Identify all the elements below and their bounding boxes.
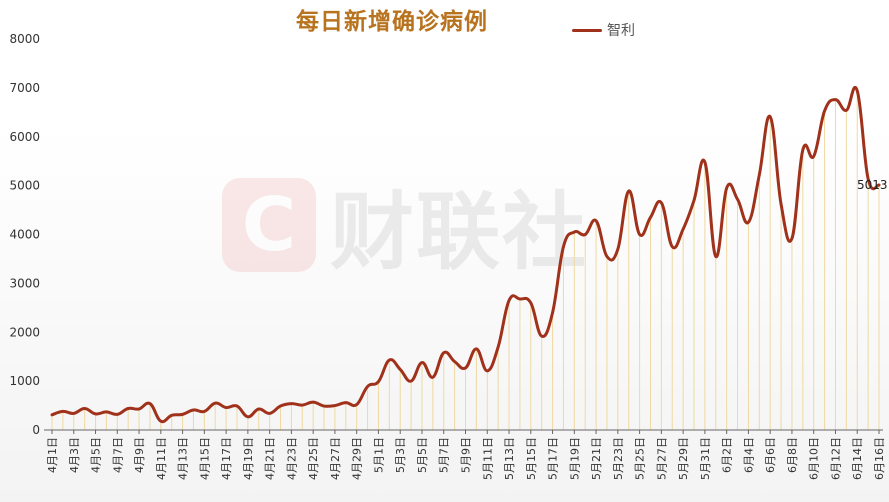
x-tick-label: 5月9日 xyxy=(460,437,473,473)
x-tick-label: 5月13日 xyxy=(503,437,516,480)
x-tick-label: 6月6日 xyxy=(764,437,777,473)
x-tick-label: 4月13日 xyxy=(177,437,190,480)
x-tick-label: 4月3日 xyxy=(68,437,81,473)
y-tick-label: 1000 xyxy=(9,374,40,388)
x-tick-label: 4月25日 xyxy=(307,437,320,480)
data-labels: 5013 xyxy=(857,178,888,192)
x-tick-label: 6月2日 xyxy=(721,437,734,473)
x-tick-label: 4月9日 xyxy=(133,437,146,473)
y-tick-label: 6000 xyxy=(9,130,40,144)
y-tick-label: 3000 xyxy=(9,276,40,290)
x-tick-label: 6月8日 xyxy=(786,437,799,473)
x-tick-label: 6月4日 xyxy=(742,437,755,473)
x-tick-label: 5月31日 xyxy=(699,437,712,480)
x-tick-label: 5月21日 xyxy=(590,437,603,480)
x-tick-label: 6月10日 xyxy=(808,437,821,480)
y-tick-label: 8000 xyxy=(9,32,40,46)
x-tick-label: 5月29日 xyxy=(677,437,690,480)
legend[interactable]: 智利 xyxy=(572,20,635,40)
y-tick-label: 0 xyxy=(32,423,40,437)
x-tick-label: 4月19日 xyxy=(242,437,255,480)
x-tick-label: 4月17日 xyxy=(220,437,233,480)
x-tick-label: 4月23日 xyxy=(285,437,298,480)
x-tick-label: 6月12日 xyxy=(829,437,842,480)
x-axis: 4月1日 4月3日 4月5日 4月7日 4月9日 4月11日 4月13日 4月15日 4月17日… xyxy=(44,429,886,480)
x-tick-label: 4月27日 xyxy=(329,437,342,480)
x-tick-label: 6月14日 xyxy=(851,437,864,480)
x-tick-label: 4月21日 xyxy=(264,437,277,480)
x-tick-label: 5月25日 xyxy=(634,437,647,480)
x-tick-label: 4月11日 xyxy=(155,437,168,480)
drop-lines xyxy=(51,90,880,430)
y-tick-label: 5000 xyxy=(9,179,40,193)
x-tick-label: 5月15日 xyxy=(525,437,538,480)
x-tick-label: 5月1日 xyxy=(372,437,385,473)
x-tick-label: 4月1日 xyxy=(46,437,59,473)
watermark: C 财联社 xyxy=(222,150,632,300)
x-tick-label: 6月16日 xyxy=(873,437,886,480)
legend-label: 智利 xyxy=(607,23,635,39)
watermark-logo-icon: C xyxy=(222,178,316,272)
x-tick-label: 5月3日 xyxy=(394,437,407,473)
series-line-chile xyxy=(50,86,881,424)
y-tick-label: 2000 xyxy=(9,325,40,339)
x-tick-label: 5月7日 xyxy=(438,437,451,473)
y-axis: 0 1000 2000 3000 4000 5000 6000 7000 8000 xyxy=(9,32,40,437)
x-tick-label: 5月5日 xyxy=(416,437,429,473)
x-tick-label: 5月19日 xyxy=(568,437,581,480)
x-tick-label: 4月5日 xyxy=(90,437,103,473)
y-tick-label: 7000 xyxy=(9,81,40,95)
x-tick-label: 5月17日 xyxy=(547,437,560,480)
y-tick-label: 4000 xyxy=(9,228,40,242)
x-tick-label: 4月7日 xyxy=(111,437,124,473)
x-tick-label: 4月29日 xyxy=(351,437,364,480)
watermark-text: 财联社 xyxy=(330,182,589,281)
chart-title: 每日新增确诊病例 xyxy=(296,9,488,35)
x-tick-label: 5月23日 xyxy=(612,437,625,480)
data-label-last: 5013 xyxy=(857,178,888,192)
x-tick-label: 5月11日 xyxy=(481,437,494,480)
x-tick-label: 5月27日 xyxy=(655,437,668,480)
x-tick-label: 4月15日 xyxy=(198,437,211,480)
legend-swatch xyxy=(572,28,602,32)
